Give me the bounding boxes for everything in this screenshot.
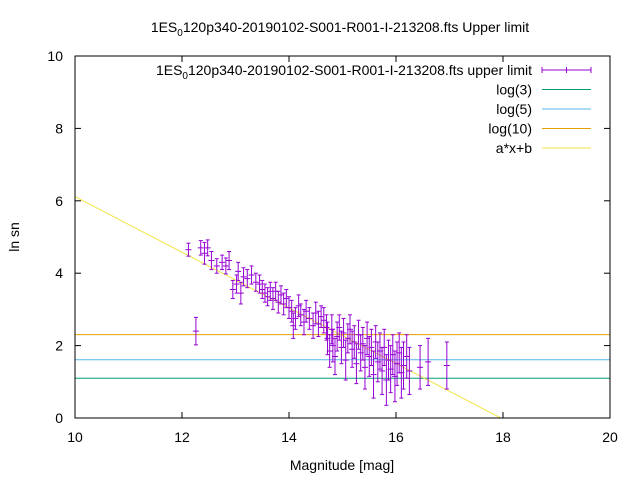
x-axis-label: Magnitude [mag] [290, 457, 394, 473]
data-point [370, 350, 377, 399]
data-point [406, 346, 413, 395]
x-tick-label: 14 [281, 429, 297, 445]
data-point [400, 341, 407, 390]
data-point [349, 330, 356, 368]
data-point [336, 314, 343, 341]
y-tick-label: 4 [55, 265, 63, 281]
y-tick-label: 2 [55, 338, 63, 354]
y-tick-label: 10 [47, 48, 63, 64]
data-point [303, 299, 310, 323]
data-point [252, 272, 259, 292]
legend-entry: log(5) [496, 101, 591, 117]
data-point [318, 305, 325, 328]
data-point [248, 265, 255, 285]
y-tick-label: 0 [55, 410, 63, 426]
legend-entry: log(3) [496, 82, 591, 98]
data-point [237, 281, 244, 305]
data-point [326, 334, 333, 368]
plot-frame [74, 55, 611, 419]
chart-title-sub: 0 [177, 28, 183, 39]
x-tick-label: 12 [174, 429, 190, 445]
data-point [259, 279, 266, 300]
data-point [320, 307, 327, 334]
y-tick-label: 6 [55, 193, 63, 209]
y-tick-label: 8 [55, 120, 63, 136]
x-tick-label: 20 [602, 429, 618, 445]
data-point [425, 337, 432, 386]
data-point [229, 279, 236, 300]
data-point [256, 274, 263, 294]
data-point [332, 337, 339, 376]
data-point [389, 334, 396, 376]
legend-entry: log(10) [488, 121, 591, 137]
data-point [355, 319, 362, 350]
data-point [315, 310, 322, 338]
data-point [342, 339, 349, 381]
data-point [340, 317, 347, 348]
data-point [443, 341, 450, 390]
data-point [267, 281, 274, 301]
data-point [261, 283, 268, 303]
data-point [235, 261, 242, 281]
data-point [277, 285, 284, 305]
fit-line [75, 196, 502, 418]
data-point [280, 292, 287, 316]
data-point [222, 257, 229, 275]
legend-label: a*x+b [496, 140, 532, 156]
data-point [417, 345, 424, 390]
legend-label: log(10) [488, 121, 532, 137]
data-point [292, 307, 299, 330]
legend-label: log(3) [496, 82, 532, 98]
data-point [201, 241, 208, 265]
data-point [264, 287, 271, 307]
data-point [240, 267, 247, 287]
data-point [334, 321, 341, 352]
data-point [306, 307, 313, 330]
data-point [185, 242, 192, 257]
data-point [208, 250, 215, 271]
x-tick-label: 10 [67, 429, 83, 445]
data-point [374, 341, 381, 383]
data-point [286, 296, 292, 319]
chart-title: 1ES0120p340-20190102-S001-R001-I-213208.… [151, 19, 529, 39]
legend-entry: 1ES0120p340-20190102-S001-R001-I-213208.… [156, 62, 592, 82]
data-point [226, 250, 233, 271]
data-point [219, 254, 226, 271]
data-point [353, 343, 360, 385]
data-point [324, 321, 331, 356]
data-point [204, 239, 211, 257]
data-point [213, 258, 220, 274]
legend-label: log(5) [496, 101, 532, 117]
legend-label: 1ES0120p340-20190102-S001-R001-I-213208.… [156, 62, 532, 82]
data-point [359, 327, 366, 361]
legend-entry: a*x+b [496, 140, 591, 156]
data-point [244, 269, 251, 289]
data-point [297, 303, 304, 327]
x-tick-label: 18 [495, 429, 511, 445]
y-axis-label: ln sn [6, 222, 22, 252]
chart-title-post: 120p340-20190102-S001-R001-I-213208.fts … [183, 19, 529, 35]
data-point [361, 345, 368, 390]
x-tick-label: 16 [388, 429, 404, 445]
data-point [197, 240, 204, 256]
data-point [403, 334, 410, 379]
data-point [368, 328, 375, 367]
data-point [351, 325, 358, 359]
data-point [381, 328, 388, 367]
data-point [346, 314, 353, 345]
legend: 1ES0120p340-20190102-S001-R001-I-213208.… [156, 62, 592, 156]
data-point [323, 314, 330, 341]
plot-series [75, 196, 610, 418]
chart-title-pre: 1ES [151, 19, 177, 35]
data-point [192, 316, 199, 346]
x-axis-ticks: 10 12 14 16 18 20 [67, 56, 618, 445]
